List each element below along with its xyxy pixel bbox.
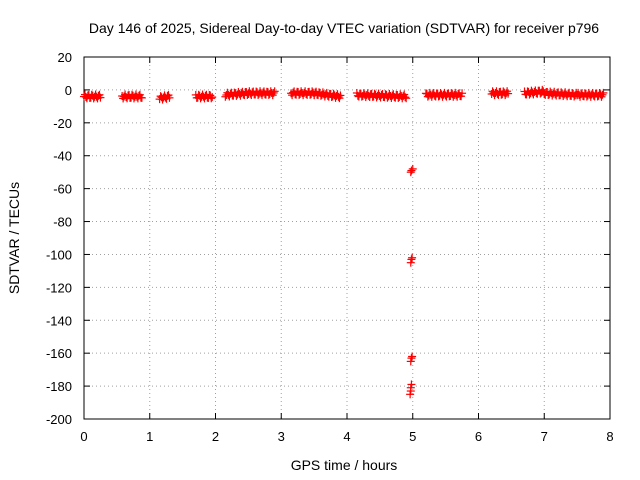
- data-point: [407, 255, 416, 264]
- data-point: [96, 93, 105, 102]
- data-point: [336, 91, 345, 100]
- data-point: [407, 166, 416, 175]
- data-point: [406, 258, 415, 267]
- grid: [84, 57, 610, 419]
- y-axis-label: SDTVAR / TECUs: [6, 182, 22, 294]
- x-tick-label: 1: [146, 429, 153, 444]
- data-point: [406, 383, 415, 392]
- y-tick-label: -100: [46, 247, 72, 262]
- data-point: [207, 94, 216, 103]
- data-point: [408, 253, 417, 262]
- data-point: [165, 93, 174, 102]
- x-tick-label: 6: [475, 429, 482, 444]
- data-point: [137, 93, 146, 102]
- data-point: [406, 390, 415, 399]
- data-point: [408, 164, 417, 173]
- data-point: [270, 87, 279, 96]
- y-tick-label: -160: [46, 346, 72, 361]
- x-axis-label: GPS time / hours: [291, 457, 398, 473]
- y-tick-label: -180: [46, 379, 72, 394]
- data-point: [401, 93, 410, 102]
- data-point: [94, 91, 103, 100]
- y-tick-label: -40: [53, 149, 72, 164]
- data-point: [334, 92, 343, 101]
- data-point: [407, 354, 416, 363]
- x-tick-labels: 0 1 2 3 4 5 6 7 8: [80, 429, 613, 444]
- data-point: [407, 380, 416, 389]
- data-points: [80, 85, 608, 399]
- data-point: [597, 92, 606, 101]
- data-point: [269, 88, 278, 97]
- y-tick-label: 0: [65, 83, 72, 98]
- x-tick-label: 7: [541, 429, 548, 444]
- x-tick-label: 4: [343, 429, 350, 444]
- data-point: [408, 352, 417, 361]
- x-tick-label: 3: [278, 429, 285, 444]
- data-point: [406, 357, 415, 366]
- chart-title: Day 146 of 2025, Sidereal Day-to-day VTE…: [89, 20, 599, 36]
- y-tick-label: -120: [46, 280, 72, 295]
- x-tick-label: 2: [212, 429, 219, 444]
- data-point: [504, 89, 513, 98]
- data-point: [402, 94, 411, 103]
- axis-ticks: [83, 56, 611, 420]
- data-point: [163, 91, 172, 100]
- x-tick-label: 0: [80, 429, 87, 444]
- x-tick-label: 5: [409, 429, 416, 444]
- data-point: [458, 89, 467, 98]
- y-tick-label: 20: [58, 50, 72, 65]
- y-tick-labels: 20 0 -20 -40 -60 -80 -100 -120 -140 -160 -180 -200: [46, 50, 72, 427]
- y-tick-label: -80: [53, 215, 72, 230]
- x-tick-label: 8: [606, 429, 613, 444]
- data-point: [406, 168, 415, 177]
- data-point: [598, 90, 607, 99]
- data-point: [599, 88, 608, 97]
- y-tick-label: -20: [53, 116, 72, 131]
- y-tick-label: -60: [53, 182, 72, 197]
- data-point: [208, 93, 217, 102]
- y-tick-label: -140: [46, 313, 72, 328]
- y-tick-label: -200: [46, 412, 72, 427]
